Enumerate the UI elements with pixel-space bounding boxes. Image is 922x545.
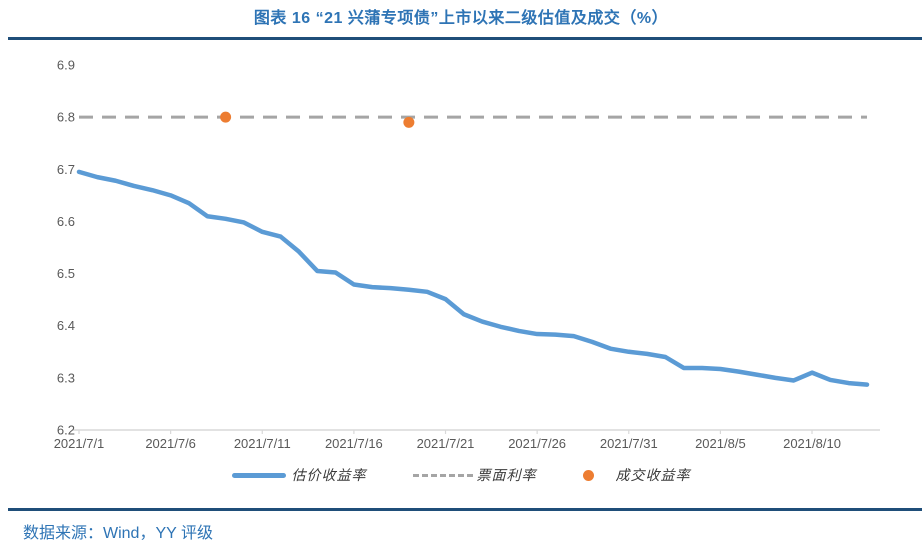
svg-text:2021/8/5: 2021/8/5 [695, 436, 746, 451]
chart-title: 图表 16 “21 兴蒲专项债”上市以来二级估值及成交（%） [253, 10, 669, 27]
svg-text:6.7: 6.7 [57, 162, 75, 177]
scatter-series-swatch [582, 469, 594, 481]
dashed-series-swatch [412, 473, 473, 477]
legend-label-valuation-yield: 估价收益率 [291, 468, 367, 484]
svg-text:2021/7/21: 2021/7/21 [417, 436, 475, 451]
svg-text:6.2: 6.2 [57, 423, 75, 438]
svg-text:6.3: 6.3 [57, 370, 75, 385]
legend-label-traded-yield: 成交收益率 [615, 468, 691, 484]
data-source: 数据来源：Wind，YY 评级 [23, 525, 213, 542]
svg-text:6.9: 6.9 [57, 58, 75, 73]
svg-text:2021/7/11: 2021/7/11 [234, 436, 291, 451]
svg-text:6.6: 6.6 [57, 214, 75, 229]
svg-text:2021/7/31: 2021/7/31 [600, 436, 658, 451]
svg-text:6.5: 6.5 [57, 266, 75, 281]
legend-item-traded-yield: 成交收益率 [582, 465, 691, 485]
svg-text:6.4: 6.4 [57, 318, 75, 333]
bottom-divider [8, 508, 922, 511]
svg-text:2021/7/16: 2021/7/16 [325, 436, 383, 451]
top-divider [8, 37, 922, 40]
legend-item-coupon-rate: 票面利率 [412, 465, 537, 485]
svg-text:6.8: 6.8 [57, 110, 75, 125]
svg-text:2021/7/26: 2021/7/26 [508, 436, 566, 451]
legend-item-valuation-yield: 估价收益率 [231, 465, 367, 485]
legend-label-coupon-rate: 票面利率 [476, 468, 537, 484]
chart-figure: 6.2 6.3 6.4 6.5 6.6 6.7 6.8 6.9 2021/7/1 2021/7/6… [0, 40, 922, 452]
chart-svg: 6.2 6.3 6.4 6.5 6.6 6.7 6.8 6.9 2021/7/1 2021/7/6… [54, 58, 880, 451]
line-series-swatch [231, 472, 286, 478]
svg-text:2021/8/10: 2021/8/10 [783, 436, 841, 451]
svg-text:2021/7/1: 2021/7/1 [54, 436, 105, 451]
svg-text:2021/7/6: 2021/7/6 [145, 436, 196, 451]
chart-legend: 估价收益率 票面利率 成交收益率 [0, 465, 922, 485]
